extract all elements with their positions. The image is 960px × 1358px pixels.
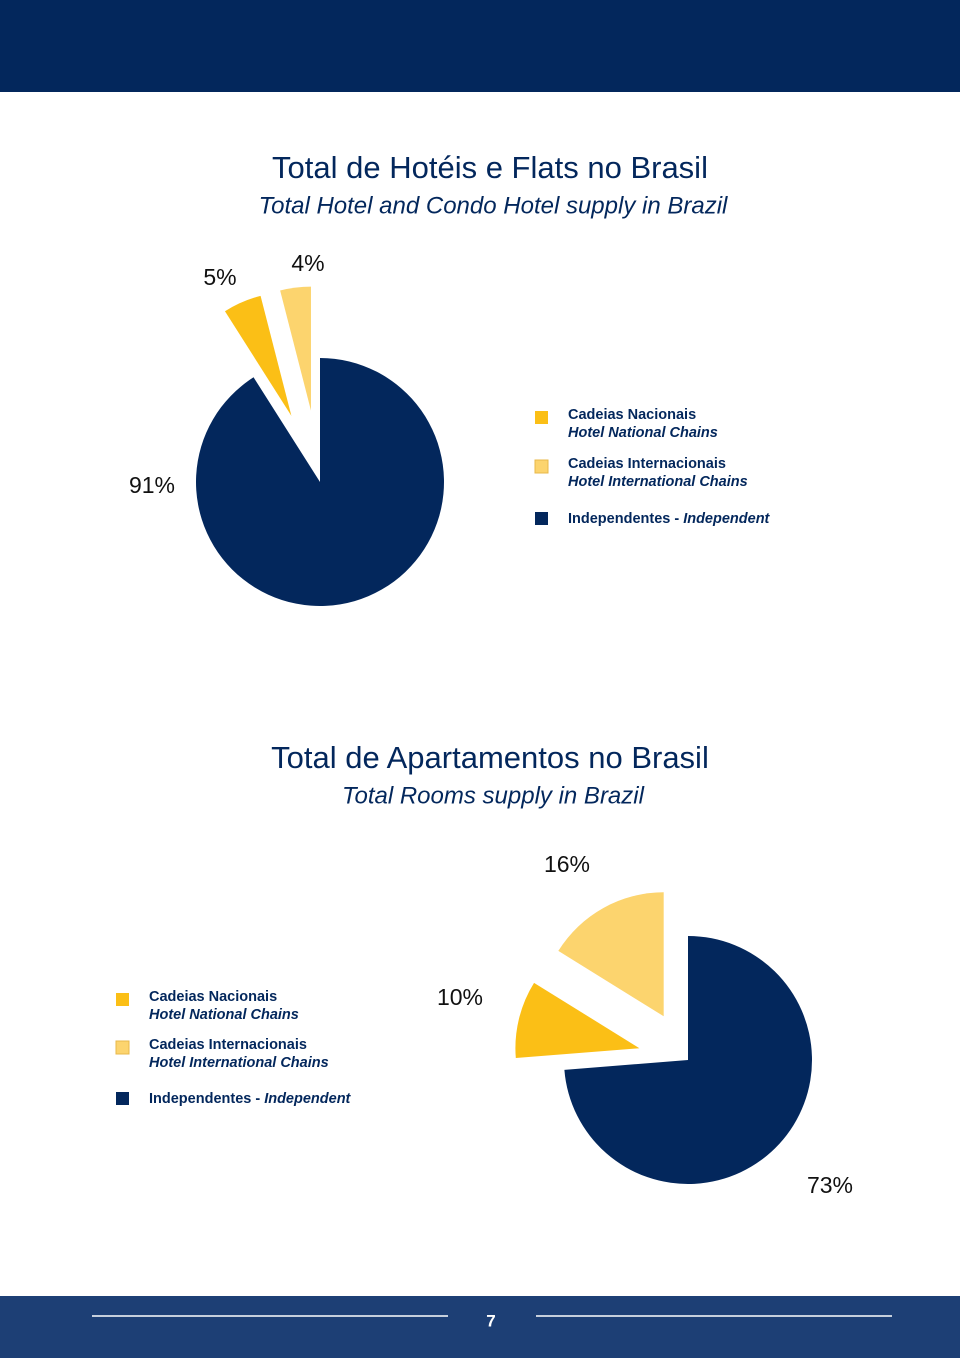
data-label: 16% — [544, 851, 590, 877]
legend-label-en: Hotel National Chains — [568, 425, 718, 441]
pie-slice — [515, 982, 640, 1059]
legend-swatch — [535, 512, 548, 525]
legend-label-en: Hotel National Chains — [149, 1007, 299, 1023]
data-label: 4% — [291, 250, 324, 276]
legend-label: Cadeias Internacionais — [568, 456, 726, 472]
data-label: 73% — [807, 1172, 853, 1198]
legend-swatch — [116, 1092, 129, 1105]
pie-slice — [558, 892, 664, 1017]
data-label: 10% — [437, 984, 483, 1010]
legend-label: Independentes - — [149, 1091, 260, 1107]
legend-swatch — [115, 1040, 130, 1055]
legend-label-en: Hotel International Chains — [149, 1055, 329, 1071]
legend-label-en: Independent — [683, 511, 770, 527]
chart-title: Total de Apartamentos no Brasil — [271, 740, 709, 775]
legend-label: Cadeias Nacionais — [568, 407, 696, 423]
legend-label-en: Hotel International Chains — [568, 474, 748, 490]
legend-label: Independentes - — [568, 511, 679, 527]
pie-slice — [195, 358, 444, 606]
legend-label-en: Independent — [264, 1091, 351, 1107]
chart-subtitle: Total Rooms supply in Brazil — [342, 782, 645, 809]
pie-slice — [280, 286, 311, 411]
chart-title: Total de Hotéis e Flats no Brasil — [272, 150, 708, 185]
legend-swatch — [535, 411, 548, 424]
legend-label: Cadeias Nacionais — [149, 989, 277, 1005]
data-label: 91% — [129, 472, 175, 498]
data-label: 5% — [203, 264, 236, 290]
pie-slice — [564, 936, 812, 1184]
legend-swatch — [116, 993, 129, 1006]
legend-swatch — [534, 459, 549, 474]
page-number: 7 — [486, 1311, 495, 1330]
legend-label: Cadeias Internacionais — [149, 1037, 307, 1053]
header-bar — [0, 0, 960, 92]
pie-slice — [224, 295, 292, 416]
footer-bar — [0, 1296, 960, 1358]
legend-entry: Independentes - Independent — [149, 1091, 352, 1107]
legend-entry: Independentes - Independent — [568, 511, 771, 527]
chart-subtitle: Total Hotel and Condo Hotel supply in Br… — [259, 192, 728, 219]
